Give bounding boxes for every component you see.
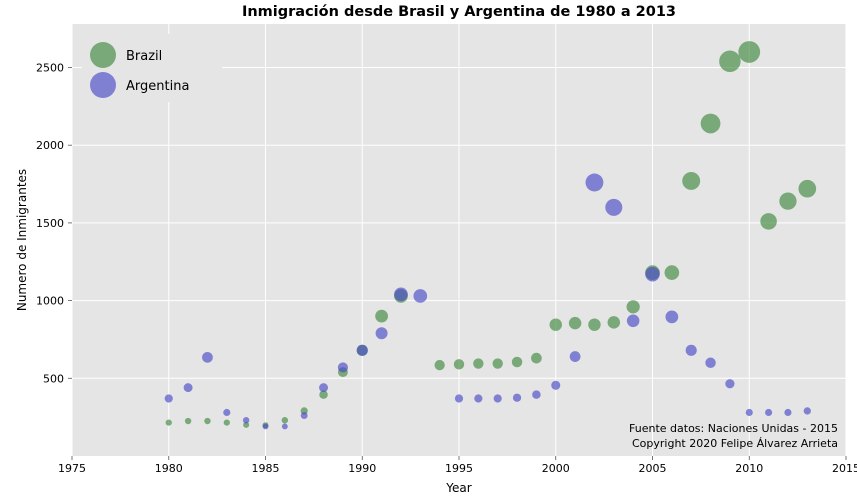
legend-label: Argentina	[126, 79, 189, 94]
bubble	[263, 424, 269, 430]
bubble	[627, 300, 640, 313]
legend-marker	[90, 72, 116, 98]
bubble	[454, 359, 464, 369]
x-tick-label: 2010	[735, 462, 763, 475]
bubble	[301, 412, 308, 419]
legend-marker	[90, 42, 116, 68]
bubble	[532, 390, 540, 398]
bubble	[282, 417, 288, 423]
bubble	[798, 180, 816, 198]
bubble	[765, 409, 772, 416]
bubble	[738, 41, 760, 63]
x-tick-label: 1975	[58, 462, 86, 475]
chart-container: 1975 1980 1985 1990 1995 2000 2005 2010 2015 500 1…	[0, 0, 857, 500]
bubble	[165, 394, 173, 402]
x-tick-label: 1985	[252, 462, 280, 475]
y-tick-label: 1500	[36, 217, 64, 230]
bubble	[184, 383, 193, 392]
bubble	[686, 345, 697, 356]
x-tick-label: 2000	[542, 462, 570, 475]
bubble	[243, 417, 249, 423]
bubble	[665, 311, 678, 324]
bubble	[357, 345, 368, 356]
bubble	[474, 394, 482, 402]
bubble	[760, 213, 777, 230]
y-tick-label: 2500	[36, 62, 64, 75]
bubble	[570, 351, 581, 362]
bubble	[784, 409, 791, 416]
bubble	[204, 418, 210, 424]
bubble	[455, 394, 463, 402]
bubble	[608, 316, 621, 329]
bubble	[376, 327, 388, 339]
legend-label: Brazil	[126, 49, 162, 64]
bubble	[746, 409, 753, 416]
y-tick-label: 500	[43, 372, 64, 385]
bubble	[223, 409, 230, 416]
bubble	[185, 418, 191, 424]
chart-title: Inmigración desde Brasil y Argentina de …	[242, 4, 676, 20]
bubble	[513, 394, 521, 402]
bubble	[394, 288, 408, 302]
bubble	[282, 424, 288, 430]
bubble	[719, 51, 740, 72]
bubble	[605, 199, 622, 216]
x-tick-label: 1995	[445, 462, 473, 475]
bubble	[682, 172, 700, 190]
bubble	[627, 315, 640, 328]
bubble	[725, 379, 734, 388]
bubble	[375, 310, 388, 323]
bubble	[588, 318, 600, 330]
x-axis-label: Year	[445, 481, 471, 495]
bubble	[705, 358, 715, 368]
y-axis-label: Numero de Inmigrantes	[15, 169, 29, 311]
bubble	[492, 358, 502, 368]
bubble	[338, 362, 348, 372]
bubble	[512, 357, 522, 367]
bubble	[569, 317, 581, 329]
bubble	[779, 193, 796, 210]
bubble	[434, 360, 444, 370]
bubble	[494, 394, 502, 402]
source-text: Fuente datos: Naciones Unidas - 2015	[629, 422, 838, 435]
bubble	[586, 174, 604, 192]
legend: Brazil Argentina	[82, 34, 222, 102]
x-tick-label: 2005	[639, 462, 667, 475]
copyright-text: Copyright 2020 Felipe Álvarez Arrieta	[632, 437, 838, 450]
x-tick-label: 1980	[155, 462, 183, 475]
bubble	[804, 407, 811, 414]
bubble	[202, 352, 213, 363]
bubble	[473, 358, 483, 368]
bubble	[551, 381, 560, 390]
y-tick-label: 2000	[36, 139, 64, 152]
bubble	[166, 419, 172, 425]
bubble	[550, 318, 562, 330]
y-tick-label: 1000	[36, 295, 64, 308]
x-tick-label: 1990	[348, 462, 376, 475]
bubble-chart: 1975 1980 1985 1990 1995 2000 2005 2010 2015 500 1…	[0, 0, 857, 500]
x-tick-label: 2015	[832, 462, 857, 475]
bubble	[701, 114, 721, 134]
bubble	[319, 383, 328, 392]
bubble	[645, 267, 660, 282]
bubble	[531, 353, 542, 364]
bubble	[665, 265, 680, 280]
bubble	[413, 289, 427, 303]
bubble	[224, 419, 230, 425]
